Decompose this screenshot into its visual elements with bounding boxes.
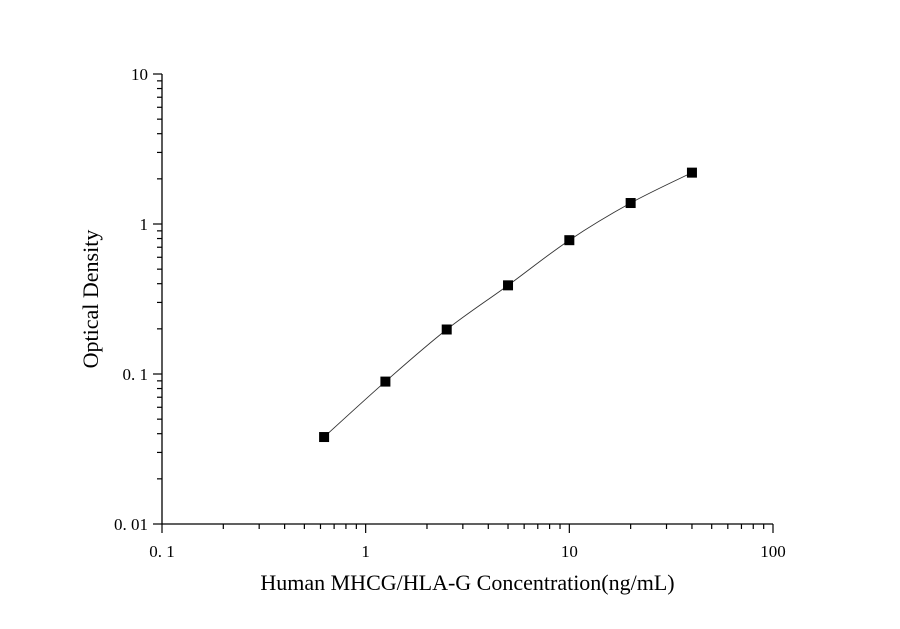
y-tick-label: 1: [140, 215, 149, 234]
data-point: [625, 198, 636, 209]
axes: [161, 74, 773, 525]
fitted-curve: [323, 172, 693, 438]
x-tick-label: 0. 1: [149, 542, 175, 561]
y-tick-labels: 0. 01 0. 1 1 10: [114, 65, 148, 534]
data-point: [503, 280, 514, 291]
data-point: [686, 167, 697, 178]
x-axis-title: Human MHCG/HLA-G Concentration(ng/mL): [260, 570, 674, 595]
data-point: [564, 235, 575, 246]
y-ticks: [153, 73, 162, 525]
data-point: [380, 376, 391, 387]
y-tick-label: 0. 01: [114, 515, 148, 534]
y-tick-label: 10: [131, 65, 148, 84]
data-point: [319, 432, 330, 443]
data-points: [319, 167, 697, 443]
x-ticks: [161, 524, 774, 533]
x-tick-label: 10: [561, 542, 578, 561]
x-tick-labels: 0. 1 1 10 100: [149, 542, 786, 561]
data-point: [441, 324, 452, 335]
x-tick-label: 100: [760, 542, 786, 561]
x-tick-label: 1: [361, 542, 370, 561]
y-axis-title: Optical Density: [78, 230, 103, 369]
y-tick-label: 0. 1: [123, 365, 149, 384]
